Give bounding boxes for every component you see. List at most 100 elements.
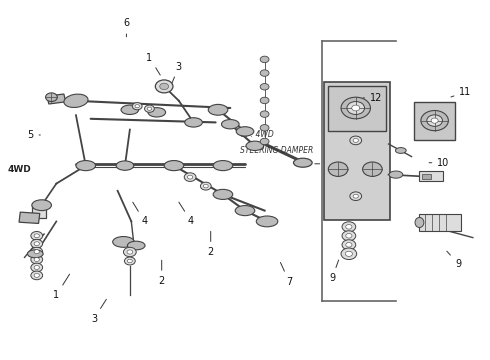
Circle shape xyxy=(34,258,39,261)
Circle shape xyxy=(127,250,133,254)
Text: 4WD: 4WD xyxy=(7,165,31,174)
Text: 1: 1 xyxy=(147,53,160,75)
Text: OP: 4WD: OP: 4WD xyxy=(240,130,274,139)
Ellipse shape xyxy=(236,127,254,136)
Circle shape xyxy=(260,111,269,117)
Circle shape xyxy=(184,173,196,181)
Ellipse shape xyxy=(256,216,278,227)
Circle shape xyxy=(200,182,211,190)
Text: 6: 6 xyxy=(123,18,129,37)
Circle shape xyxy=(346,234,352,238)
Circle shape xyxy=(31,247,43,256)
FancyBboxPatch shape xyxy=(414,102,455,140)
Text: 10: 10 xyxy=(429,158,450,168)
Ellipse shape xyxy=(213,161,233,171)
Ellipse shape xyxy=(415,217,424,228)
Ellipse shape xyxy=(389,171,403,178)
Text: STEERING DAMPER: STEERING DAMPER xyxy=(240,146,313,155)
Circle shape xyxy=(427,115,442,126)
Text: 5: 5 xyxy=(27,130,40,140)
Circle shape xyxy=(346,225,352,229)
Ellipse shape xyxy=(395,148,406,153)
Circle shape xyxy=(260,125,269,131)
Circle shape xyxy=(342,231,356,241)
Text: 3: 3 xyxy=(170,62,182,87)
Ellipse shape xyxy=(165,161,183,170)
Bar xyxy=(419,171,443,181)
Bar xyxy=(19,212,40,224)
Circle shape xyxy=(31,255,43,264)
Ellipse shape xyxy=(121,105,139,114)
Circle shape xyxy=(341,248,357,260)
Circle shape xyxy=(160,83,169,90)
Circle shape xyxy=(188,175,193,179)
Circle shape xyxy=(34,250,39,253)
Ellipse shape xyxy=(64,94,88,108)
Circle shape xyxy=(421,111,448,131)
Text: 12: 12 xyxy=(363,93,383,103)
Circle shape xyxy=(123,247,136,257)
Text: 1: 1 xyxy=(53,274,70,300)
Circle shape xyxy=(260,70,269,76)
Circle shape xyxy=(342,240,356,250)
Circle shape xyxy=(260,97,269,104)
Circle shape xyxy=(431,118,438,123)
Ellipse shape xyxy=(148,108,166,117)
Circle shape xyxy=(260,84,269,90)
Circle shape xyxy=(345,251,352,256)
Ellipse shape xyxy=(185,118,202,127)
Ellipse shape xyxy=(221,120,239,129)
Text: 4: 4 xyxy=(133,202,147,226)
Ellipse shape xyxy=(294,158,312,167)
Ellipse shape xyxy=(235,206,255,216)
Circle shape xyxy=(203,184,208,188)
Text: 11: 11 xyxy=(451,87,471,97)
Bar xyxy=(419,214,461,231)
Text: 3: 3 xyxy=(91,300,106,324)
Circle shape xyxy=(31,231,43,240)
Text: 8: 8 xyxy=(303,159,319,169)
Ellipse shape xyxy=(76,161,96,171)
Ellipse shape xyxy=(127,241,145,250)
Text: 9: 9 xyxy=(329,260,339,283)
Circle shape xyxy=(132,103,142,110)
Ellipse shape xyxy=(164,161,184,171)
Circle shape xyxy=(260,138,269,145)
Bar xyxy=(47,94,66,104)
Circle shape xyxy=(31,271,43,280)
FancyBboxPatch shape xyxy=(324,82,390,220)
Ellipse shape xyxy=(208,104,228,115)
Circle shape xyxy=(347,102,365,114)
Text: 2: 2 xyxy=(208,231,214,257)
Ellipse shape xyxy=(213,189,233,199)
Circle shape xyxy=(353,194,358,198)
Circle shape xyxy=(34,234,39,238)
Circle shape xyxy=(342,222,356,232)
Circle shape xyxy=(341,97,370,119)
Text: 9: 9 xyxy=(447,251,461,269)
Circle shape xyxy=(260,56,269,63)
Circle shape xyxy=(147,107,152,111)
Ellipse shape xyxy=(113,237,134,247)
Bar xyxy=(422,174,431,179)
Circle shape xyxy=(346,243,352,247)
Ellipse shape xyxy=(32,200,51,211)
Ellipse shape xyxy=(246,141,264,150)
Text: 7: 7 xyxy=(280,262,292,287)
Text: 2: 2 xyxy=(159,260,165,286)
Circle shape xyxy=(46,93,57,102)
Circle shape xyxy=(350,192,362,201)
FancyBboxPatch shape xyxy=(328,86,386,131)
Text: 4: 4 xyxy=(179,202,194,226)
Ellipse shape xyxy=(116,161,134,170)
Bar xyxy=(32,203,46,218)
Circle shape xyxy=(350,136,362,145)
Circle shape xyxy=(328,162,348,176)
Circle shape xyxy=(127,259,132,263)
Circle shape xyxy=(363,162,382,176)
Circle shape xyxy=(124,257,135,265)
Circle shape xyxy=(31,263,43,272)
Circle shape xyxy=(135,104,140,108)
Circle shape xyxy=(145,105,154,112)
Circle shape xyxy=(34,266,39,269)
